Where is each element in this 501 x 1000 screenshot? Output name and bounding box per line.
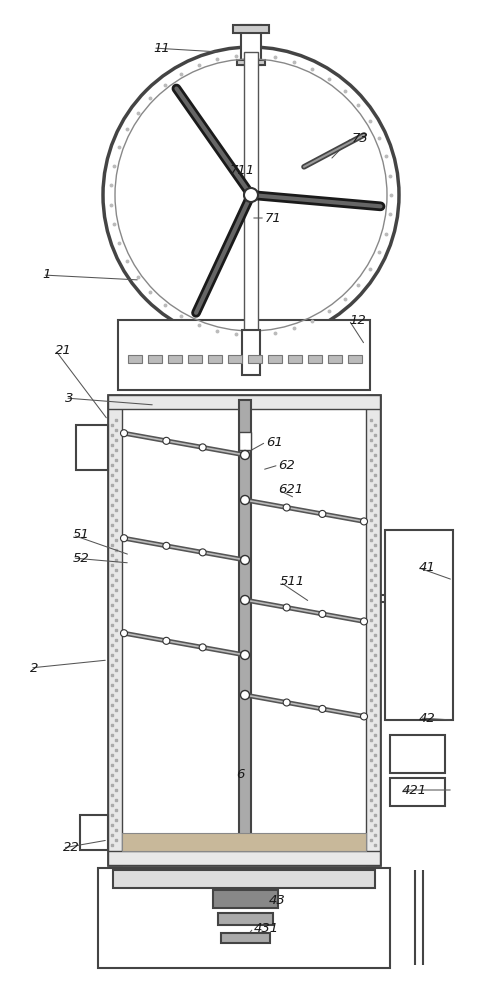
Circle shape (199, 644, 206, 651)
Circle shape (120, 630, 127, 637)
Circle shape (120, 535, 127, 542)
Circle shape (240, 595, 249, 604)
Text: 2: 2 (30, 662, 39, 674)
Circle shape (283, 504, 290, 511)
Circle shape (283, 699, 290, 706)
Circle shape (120, 430, 127, 437)
Bar (76, 425, 108, 470)
Bar (212, 890, 278, 908)
Text: 21: 21 (55, 344, 72, 357)
Bar (268, 355, 282, 363)
Bar (128, 355, 142, 363)
Bar (80, 815, 108, 850)
Bar (148, 355, 162, 363)
Circle shape (162, 637, 169, 644)
Text: 621: 621 (278, 484, 303, 496)
Circle shape (360, 713, 367, 720)
Bar (98, 868, 389, 968)
Circle shape (199, 444, 206, 451)
Bar (241, 330, 260, 375)
Text: 6: 6 (235, 768, 244, 782)
Text: 3: 3 (65, 391, 74, 404)
Circle shape (240, 495, 249, 504)
Bar (236, 60, 265, 65)
Bar (108, 395, 379, 865)
Bar (389, 735, 444, 773)
Text: 42: 42 (418, 711, 435, 724)
Bar (238, 432, 250, 450)
Bar (288, 355, 302, 363)
Bar (113, 870, 374, 888)
Text: 52: 52 (73, 552, 89, 564)
Text: 22: 22 (63, 841, 79, 854)
Text: 1: 1 (43, 268, 51, 282)
Bar (365, 395, 379, 865)
Bar (308, 355, 321, 363)
Text: 43: 43 (268, 894, 285, 906)
Bar (238, 400, 250, 846)
Circle shape (103, 47, 398, 343)
Bar (247, 355, 262, 363)
Circle shape (360, 518, 367, 525)
Text: 62: 62 (278, 459, 295, 472)
Text: 71: 71 (265, 212, 281, 225)
Circle shape (240, 690, 249, 700)
Bar (232, 25, 269, 33)
Circle shape (283, 604, 290, 611)
Bar (108, 395, 122, 865)
Bar (108, 851, 379, 865)
Bar (389, 778, 444, 806)
Bar (240, 25, 261, 65)
Bar (217, 913, 273, 925)
Circle shape (318, 510, 325, 517)
Text: 511: 511 (280, 575, 305, 588)
Bar (168, 355, 182, 363)
Circle shape (240, 650, 249, 660)
Circle shape (240, 450, 249, 460)
Bar (243, 52, 258, 338)
Text: 431: 431 (253, 922, 278, 934)
Text: 421: 421 (401, 784, 426, 796)
Text: 73: 73 (351, 131, 367, 144)
Text: 711: 711 (229, 163, 255, 176)
Circle shape (360, 618, 367, 625)
Text: 12: 12 (348, 314, 365, 327)
Bar (327, 355, 341, 363)
Bar (347, 355, 361, 363)
Circle shape (162, 542, 169, 549)
Circle shape (199, 549, 206, 556)
Text: 51: 51 (73, 528, 89, 542)
Bar (118, 320, 369, 390)
Bar (384, 530, 452, 720)
Bar (207, 355, 221, 363)
Circle shape (243, 188, 258, 202)
Circle shape (162, 437, 169, 444)
Text: 11: 11 (153, 41, 169, 54)
Bar (188, 355, 201, 363)
Circle shape (240, 555, 249, 564)
Text: 41: 41 (418, 561, 435, 574)
Bar (227, 355, 241, 363)
Text: 61: 61 (266, 436, 282, 448)
Circle shape (318, 705, 325, 712)
Circle shape (318, 610, 325, 617)
Bar (108, 395, 379, 409)
Bar (122, 833, 365, 851)
Bar (220, 933, 270, 943)
